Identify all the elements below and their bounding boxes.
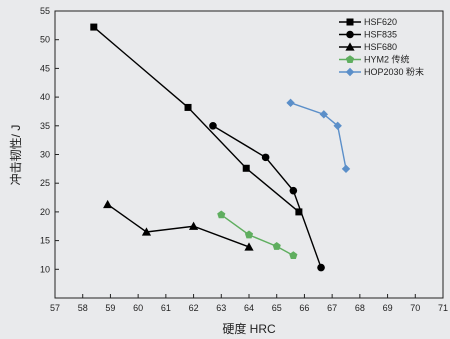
data-point [209, 122, 217, 130]
x-tick-label: 63 [216, 303, 226, 313]
legend-label: HYM2 传统 [364, 54, 410, 65]
data-point [103, 199, 113, 209]
series-4 [286, 98, 351, 174]
x-tick-label: 65 [272, 303, 282, 313]
data-point [184, 103, 192, 111]
legend-marker [345, 55, 355, 63]
data-point [317, 263, 325, 272]
x-tick-label: 70 [410, 303, 420, 313]
data-point [289, 251, 298, 259]
legend-item: HSF680 [339, 42, 397, 52]
data-series [90, 23, 351, 272]
data-point [341, 164, 351, 174]
data-point [244, 230, 254, 239]
data-point [141, 227, 152, 236]
series-line [212, 125, 322, 268]
data-point [188, 221, 199, 230]
data-point [286, 98, 295, 108]
data-point [261, 153, 270, 162]
x-axis-title: 硬度 HRC [222, 321, 276, 336]
x-tick-label: 59 [105, 303, 115, 313]
axis-ticks: 57 58 59 60 61 62 63 64 65 66 67 68 69 70 71 10 15 20 25 30… [40, 6, 448, 313]
legend-marker [346, 30, 354, 39]
y-axis-title: 冲击韧性/ J [8, 125, 23, 186]
y-tick-label: 25 [40, 178, 50, 188]
series-3 [217, 210, 298, 259]
series-line [220, 214, 294, 257]
data-point [90, 23, 98, 31]
series-1 [209, 122, 325, 272]
legend-item: HYM2 传统 [339, 54, 410, 65]
y-tick-label: 45 [40, 63, 50, 73]
y-tick-label: 55 [40, 6, 50, 16]
series-line [290, 102, 347, 169]
data-point [289, 186, 298, 195]
legend-marker [345, 42, 355, 51]
y-tick-label: 50 [40, 35, 50, 45]
data-point [217, 210, 226, 219]
x-tick-label: 62 [189, 303, 199, 313]
y-tick-label: 35 [40, 121, 50, 131]
series-2 [103, 199, 254, 251]
legend-item: HSF620 [339, 17, 397, 27]
x-tick-label: 66 [299, 303, 309, 313]
y-tick-label: 10 [40, 264, 50, 274]
legend-label: HSF835 [364, 30, 397, 40]
data-point [272, 242, 281, 250]
legend-marker [345, 67, 355, 77]
x-tick-label: 64 [244, 303, 254, 313]
x-tick-label: 61 [161, 303, 171, 313]
y-tick-label: 15 [40, 236, 50, 246]
series-line [107, 203, 250, 248]
y-tick-label: 30 [40, 150, 50, 160]
data-point [295, 208, 303, 216]
y-tick-label: 40 [40, 92, 50, 102]
legend-label: HSF680 [364, 42, 397, 52]
legend-marker [346, 18, 354, 26]
x-tick-label: 60 [133, 303, 143, 313]
series-line [93, 26, 300, 213]
data-point [333, 121, 342, 130]
x-tick-label: 58 [78, 303, 88, 313]
data-point [319, 110, 329, 119]
legend-item: HOP2030 粉末 [339, 66, 424, 77]
legend-item: HSF835 [339, 30, 397, 40]
legend-label: HSF620 [364, 17, 397, 27]
y-tick-label: 20 [40, 207, 50, 217]
x-tick-label: 71 [438, 303, 448, 313]
data-point [242, 164, 250, 172]
x-tick-label: 68 [355, 303, 365, 313]
series-0 [90, 23, 303, 216]
x-tick-label: 57 [50, 303, 60, 313]
legend-label: HOP2030 粉末 [364, 66, 424, 77]
data-point [244, 242, 254, 251]
x-tick-label: 69 [383, 303, 393, 313]
x-tick-label: 67 [327, 303, 337, 313]
